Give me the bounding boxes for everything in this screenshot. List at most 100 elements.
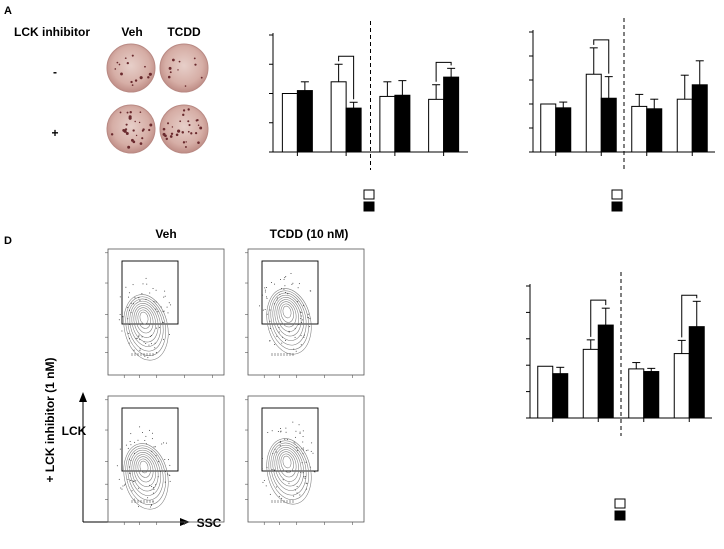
event-dot	[306, 483, 308, 485]
bar-veh	[676, 98, 693, 153]
contour-line	[139, 311, 149, 325]
event-dot	[148, 429, 150, 431]
event-dot	[305, 450, 307, 452]
event-dot	[304, 476, 306, 478]
contour-line	[266, 288, 312, 355]
event-dot	[285, 291, 287, 293]
elispot-well-veh-minus	[106, 43, 156, 93]
elispot-spot	[122, 129, 126, 132]
event-dot	[270, 282, 272, 284]
event-dot	[266, 466, 268, 468]
event-dot	[296, 486, 298, 488]
event-dot	[297, 301, 299, 303]
event-dot	[302, 472, 304, 474]
event-dot	[285, 276, 287, 278]
contour-line	[270, 292, 307, 346]
bar-veh	[537, 365, 554, 419]
event-dot	[169, 480, 171, 482]
event-dot	[309, 318, 311, 320]
event-dot	[275, 486, 277, 488]
panel-d: D Veh TCDD (10 nM) + LCK inhibitor (1 nM…	[4, 227, 365, 530]
elispot-well-veh-plus	[106, 104, 156, 154]
bar-tcdd	[643, 371, 660, 419]
event-dot	[135, 480, 137, 482]
elispot-spot	[139, 76, 143, 80]
event-dot	[128, 342, 130, 344]
elispot-spot	[190, 132, 193, 135]
event-dot	[125, 444, 127, 446]
elispot-spot	[166, 122, 170, 125]
event-dot	[151, 450, 153, 452]
event-dot	[301, 462, 303, 464]
event-dot	[139, 348, 141, 350]
bar-tcdd	[691, 84, 708, 153]
event-dot	[302, 447, 304, 449]
col-veh-label: Veh	[121, 25, 142, 39]
event-dot	[279, 440, 281, 442]
event-dot	[279, 442, 281, 444]
elispot-spot	[185, 141, 187, 143]
panel-b	[269, 21, 468, 212]
event-dot	[307, 313, 309, 315]
event-dot	[261, 294, 263, 296]
col-tcdd-label: TCDD	[167, 25, 201, 39]
event-dot	[280, 278, 282, 280]
contour-line	[135, 456, 154, 483]
elispot-spot	[148, 128, 151, 132]
lck-inhibitor-header: LCK inhibitor	[14, 25, 90, 39]
contour-line	[268, 290, 309, 350]
elispot-spot	[165, 137, 168, 141]
contour-line	[272, 444, 304, 491]
elispot-spot	[194, 131, 198, 135]
event-dot	[284, 438, 286, 440]
contour-line	[125, 296, 166, 356]
bar-veh	[330, 81, 347, 153]
significance-bracket	[435, 61, 452, 82]
event-dot	[157, 461, 159, 463]
bar-tcdd	[394, 94, 411, 153]
contour-line	[276, 299, 299, 332]
elispot-spot	[184, 145, 187, 148]
event-dot	[138, 487, 140, 489]
bar-tcdd	[600, 97, 617, 153]
contour-line	[123, 443, 169, 510]
elispot-spot	[130, 80, 133, 84]
elispot-spot	[120, 72, 123, 76]
event-dot	[300, 335, 302, 337]
bar-tcdd	[443, 76, 460, 153]
event-dot	[277, 431, 279, 433]
event-dot	[146, 283, 148, 285]
event-dot	[128, 332, 130, 334]
event-dot	[282, 479, 284, 481]
legend-swatch-veh	[363, 189, 375, 200]
event-dot	[139, 350, 141, 352]
bar-veh	[582, 348, 599, 419]
event-dot	[283, 278, 285, 280]
event-dot	[298, 323, 300, 325]
event-dot	[133, 498, 135, 500]
event-dot	[152, 492, 154, 494]
event-dot	[296, 449, 298, 451]
bar-veh	[281, 93, 298, 153]
elispot-spot	[130, 138, 134, 142]
event-dot	[282, 336, 284, 338]
event-dot	[125, 286, 127, 288]
event-dot	[274, 283, 276, 285]
event-dot	[307, 316, 309, 318]
event-dot	[266, 313, 268, 315]
elispot-spot	[125, 132, 129, 136]
event-dot	[291, 283, 293, 285]
legend-swatch-tcdd	[363, 201, 375, 212]
event-dot	[294, 336, 296, 338]
event-dot	[259, 305, 261, 307]
event-dot	[150, 504, 152, 506]
event-dot	[130, 479, 132, 481]
event-dot	[148, 344, 150, 346]
event-dot	[295, 430, 297, 432]
event-dot	[293, 495, 295, 497]
contour-line	[127, 447, 164, 501]
event-dot	[128, 458, 130, 460]
elispot-spot	[141, 137, 144, 140]
elispot-spot	[168, 66, 172, 70]
bar-veh	[428, 98, 445, 153]
